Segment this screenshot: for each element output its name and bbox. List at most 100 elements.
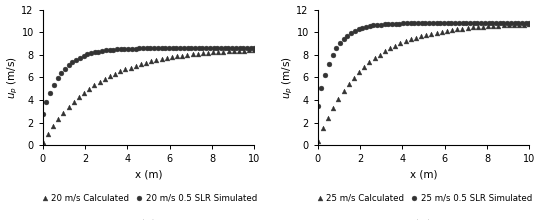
- 25 m/s Calculated: [397, 42, 404, 45]
- 20 m/s Calculated: [127, 66, 134, 69]
- 25 m/s Calculated: [361, 66, 367, 68]
- 20 m/s Calculated: [40, 141, 46, 144]
- 25 m/s 0.5 SLR Simulated: [519, 22, 525, 24]
- 25 m/s Calculated: [526, 23, 533, 26]
- 25 m/s Calculated: [408, 38, 414, 41]
- 20 m/s Calculated: [81, 92, 87, 94]
- 20 m/s Calculated: [101, 78, 108, 80]
- 20 m/s Calculated: [205, 51, 211, 54]
- 25 m/s Calculated: [505, 24, 512, 26]
- 20 m/s 0.5 SLR Simulated: [218, 47, 224, 49]
- 25 m/s Calculated: [464, 27, 471, 29]
- Legend: 20 m/s Calculated, 20 m/s 0.5 SLR Simulated: 20 m/s Calculated, 20 m/s 0.5 SLR Simula…: [37, 190, 261, 206]
- 20 m/s Calculated: [133, 64, 139, 67]
- 25 m/s Calculated: [454, 28, 460, 31]
- 20 m/s Calculated: [246, 49, 252, 52]
- Line: 25 m/s Calculated: 25 m/s Calculated: [315, 22, 532, 143]
- 25 m/s 0.5 SLR Simulated: [493, 22, 499, 24]
- 25 m/s Calculated: [382, 50, 388, 53]
- 20 m/s Calculated: [65, 106, 72, 109]
- 25 m/s Calculated: [402, 40, 409, 43]
- 20 m/s Calculated: [200, 52, 206, 55]
- 25 m/s Calculated: [480, 25, 486, 28]
- 25 m/s 0.5 SLR Simulated: [363, 26, 370, 28]
- 25 m/s Calculated: [320, 127, 326, 130]
- 20 m/s Calculated: [112, 72, 118, 75]
- 25 m/s Calculated: [366, 61, 373, 64]
- Line: 20 m/s 0.5 SLR Simulated: 20 m/s 0.5 SLR Simulated: [40, 46, 257, 116]
- 25 m/s Calculated: [443, 29, 450, 32]
- 20 m/s Calculated: [70, 101, 77, 103]
- 25 m/s Calculated: [475, 26, 481, 28]
- X-axis label: x (m): x (m): [135, 170, 162, 180]
- 25 m/s Calculated: [335, 98, 342, 100]
- 25 m/s Calculated: [340, 90, 347, 92]
- 20 m/s Calculated: [179, 54, 185, 57]
- 20 m/s Calculated: [143, 61, 150, 64]
- 25 m/s Calculated: [371, 57, 378, 60]
- 20 m/s Calculated: [138, 63, 144, 66]
- 25 m/s Calculated: [315, 139, 321, 142]
- 20 m/s Calculated: [60, 112, 67, 114]
- 25 m/s Calculated: [356, 71, 362, 73]
- 25 m/s Calculated: [330, 106, 337, 109]
- 20 m/s Calculated: [194, 53, 201, 55]
- 25 m/s Calculated: [433, 31, 440, 34]
- 25 m/s Calculated: [490, 25, 497, 27]
- 25 m/s 0.5 SLR Simulated: [526, 22, 533, 24]
- 25 m/s Calculated: [418, 35, 425, 38]
- Line: 25 m/s 0.5 SLR Simulated: 25 m/s 0.5 SLR Simulated: [315, 21, 532, 108]
- 20 m/s Calculated: [236, 50, 243, 52]
- 25 m/s Calculated: [511, 24, 518, 26]
- 20 m/s Calculated: [45, 133, 51, 135]
- Legend: 25 m/s Calculated, 25 m/s 0.5 SLR Simulated: 25 m/s Calculated, 25 m/s 0.5 SLR Simula…: [312, 190, 536, 206]
- 25 m/s 0.5 SLR Simulated: [366, 25, 373, 28]
- 20 m/s Calculated: [55, 118, 62, 121]
- 20 m/s Calculated: [168, 56, 175, 59]
- 25 m/s Calculated: [469, 26, 476, 29]
- 25 m/s Calculated: [495, 24, 502, 27]
- 20 m/s 0.5 SLR Simulated: [88, 52, 95, 55]
- 25 m/s Calculated: [350, 76, 357, 79]
- 20 m/s Calculated: [96, 81, 103, 83]
- 25 m/s 0.5 SLR Simulated: [455, 22, 462, 24]
- 25 m/s Calculated: [325, 116, 332, 119]
- 25 m/s Calculated: [423, 33, 430, 36]
- 20 m/s Calculated: [117, 70, 124, 73]
- 20 m/s Calculated: [184, 54, 191, 56]
- 20 m/s 0.5 SLR Simulated: [195, 47, 202, 49]
- 25 m/s Calculated: [412, 36, 419, 39]
- 20 m/s 0.5 SLR Simulated: [40, 112, 46, 115]
- 25 m/s Calculated: [438, 30, 445, 33]
- 20 m/s Calculated: [174, 55, 180, 58]
- 20 m/s Calculated: [122, 68, 129, 71]
- 20 m/s 0.5 SLR Simulated: [91, 51, 98, 54]
- 20 m/s Calculated: [86, 88, 92, 90]
- 20 m/s Calculated: [215, 51, 222, 53]
- 25 m/s Calculated: [345, 83, 352, 85]
- 25 m/s Calculated: [428, 32, 435, 35]
- 25 m/s 0.5 SLR Simulated: [315, 104, 321, 107]
- 20 m/s Calculated: [50, 125, 57, 128]
- 25 m/s Calculated: [387, 47, 393, 50]
- 25 m/s Calculated: [516, 23, 522, 26]
- 20 m/s Calculated: [91, 84, 98, 87]
- Y-axis label: $u_p$ (m/s): $u_p$ (m/s): [6, 56, 20, 99]
- 20 m/s 0.5 SLR Simulated: [251, 47, 258, 49]
- 20 m/s Calculated: [241, 49, 248, 52]
- 20 m/s 0.5 SLR Simulated: [180, 47, 187, 49]
- 20 m/s Calculated: [189, 53, 196, 56]
- 25 m/s Calculated: [449, 29, 455, 31]
- Y-axis label: $u_p$ (m/s): $u_p$ (m/s): [280, 56, 295, 99]
- 20 m/s Calculated: [210, 51, 217, 54]
- 20 m/s Calculated: [163, 57, 170, 60]
- 25 m/s Calculated: [376, 53, 383, 56]
- 20 m/s Calculated: [226, 50, 232, 53]
- 25 m/s Calculated: [521, 23, 527, 26]
- 20 m/s Calculated: [220, 50, 227, 53]
- 20 m/s Calculated: [148, 60, 155, 63]
- 20 m/s 0.5 SLR Simulated: [244, 47, 250, 49]
- 25 m/s Calculated: [459, 27, 466, 30]
- 25 m/s 0.5 SLR Simulated: [470, 22, 477, 24]
- 20 m/s Calculated: [230, 50, 237, 52]
